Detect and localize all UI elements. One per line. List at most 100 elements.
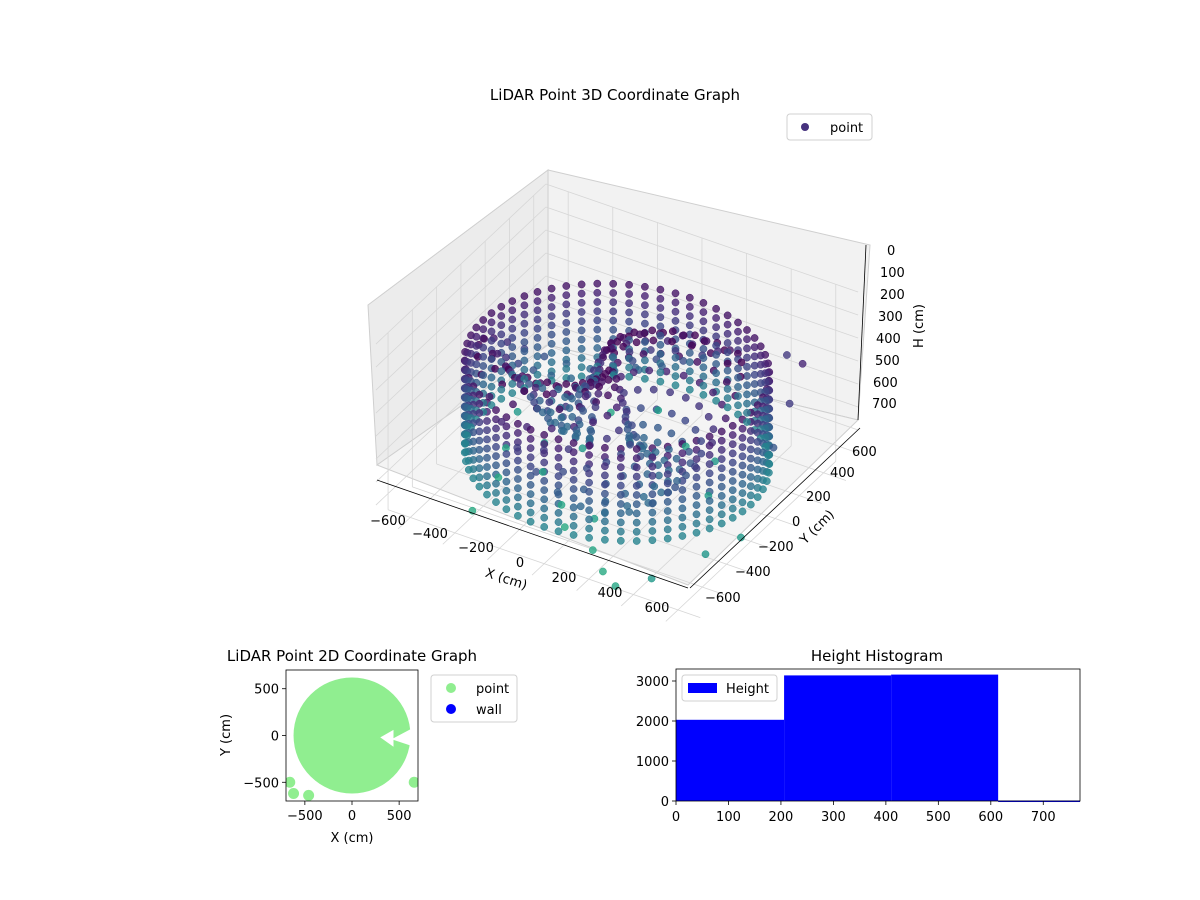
data-point — [656, 368, 665, 377]
legend-2d-wall-marker — [446, 704, 456, 714]
x-tick-label: 500 — [926, 810, 951, 825]
grid-line — [375, 229, 547, 391]
data-point — [483, 435, 491, 444]
data-point — [520, 387, 529, 395]
data-point — [593, 344, 602, 352]
data-point — [609, 325, 618, 334]
data-point — [601, 443, 609, 452]
data-point — [654, 423, 662, 432]
y-tick-label: 3000 — [636, 675, 669, 690]
data-point — [685, 293, 694, 302]
data-point — [492, 479, 500, 488]
chart-3d: LiDAR Point 3D Coordinate Graph −600 −40… — [367, 86, 927, 622]
data-point — [562, 337, 571, 346]
data-point — [712, 332, 720, 341]
data-point — [497, 312, 506, 320]
data-point — [717, 473, 726, 482]
data-point — [540, 495, 549, 504]
z-axis-label-3d: H (cm) — [912, 304, 927, 348]
data-point — [712, 304, 720, 313]
data-point — [723, 394, 732, 403]
data-point — [577, 363, 586, 372]
data-point — [549, 389, 557, 398]
data-point — [750, 380, 759, 388]
data-point — [671, 483, 679, 492]
data-point — [632, 445, 641, 453]
data-point — [472, 323, 481, 332]
data-point — [483, 444, 491, 453]
data-point — [603, 411, 612, 420]
data-point — [728, 477, 737, 485]
data-point — [648, 490, 657, 499]
data-point — [734, 373, 742, 382]
data-point — [723, 359, 732, 368]
data-point — [577, 280, 586, 289]
data-point — [514, 511, 522, 520]
data-point — [286, 776, 296, 788]
data-point — [666, 388, 674, 397]
data-point — [520, 365, 529, 374]
data-point — [705, 497, 714, 505]
data-point — [656, 350, 665, 358]
data-point — [569, 475, 578, 484]
data-point — [514, 475, 522, 483]
data-point — [750, 352, 759, 361]
y-axis-label-2d: Y (cm) — [219, 714, 234, 757]
data-point — [717, 464, 726, 473]
data-point — [462, 457, 470, 466]
data-point — [728, 504, 737, 513]
data-point — [728, 449, 737, 458]
data-point — [685, 321, 694, 330]
data-point — [625, 290, 633, 298]
x-tick-label: 400 — [873, 810, 898, 825]
x-ticks-hist: 0 100 200 300 400 500 600 700 — [672, 801, 1056, 825]
data-point — [562, 328, 571, 336]
data-point — [712, 350, 720, 359]
data-point — [746, 463, 755, 472]
data-point — [616, 518, 625, 527]
data-point — [540, 458, 549, 467]
data-point — [593, 298, 602, 306]
data-point — [728, 431, 737, 439]
data-point — [585, 478, 593, 487]
data-point — [712, 396, 720, 405]
data-point — [785, 399, 794, 408]
data-point — [701, 550, 710, 559]
grid-line — [576, 430, 747, 591]
data-point — [616, 472, 625, 481]
data-point — [526, 490, 535, 498]
histogram-bar — [784, 675, 892, 801]
data-point — [717, 510, 726, 519]
grid-line — [545, 229, 859, 339]
data-point — [533, 352, 542, 361]
points-3d — [460, 279, 807, 590]
data-point — [569, 521, 578, 530]
data-point — [540, 477, 549, 485]
data-point — [616, 527, 625, 536]
data-point — [623, 425, 632, 434]
data-point — [612, 403, 621, 412]
data-point — [577, 298, 586, 307]
data-point — [753, 493, 762, 501]
legend-hist-label: Height — [726, 682, 769, 697]
histogram-bar — [891, 674, 999, 801]
data-point — [569, 448, 578, 457]
data-point — [483, 481, 491, 490]
data-point — [759, 485, 767, 494]
data-point — [526, 425, 535, 434]
z-tick-label: 600 — [873, 376, 898, 391]
data-point — [712, 360, 720, 368]
data-point — [632, 491, 641, 499]
footprint-gap — [380, 729, 394, 747]
data-point — [502, 477, 511, 486]
x-tick-label: −400 — [412, 527, 448, 542]
data-point — [562, 380, 571, 388]
data-point — [303, 789, 315, 801]
data-point — [641, 301, 649, 310]
data-point — [502, 353, 510, 362]
data-point — [472, 342, 481, 350]
data-point — [798, 359, 807, 368]
data-point — [514, 502, 522, 511]
data-point — [533, 288, 542, 296]
data-point — [738, 489, 747, 497]
